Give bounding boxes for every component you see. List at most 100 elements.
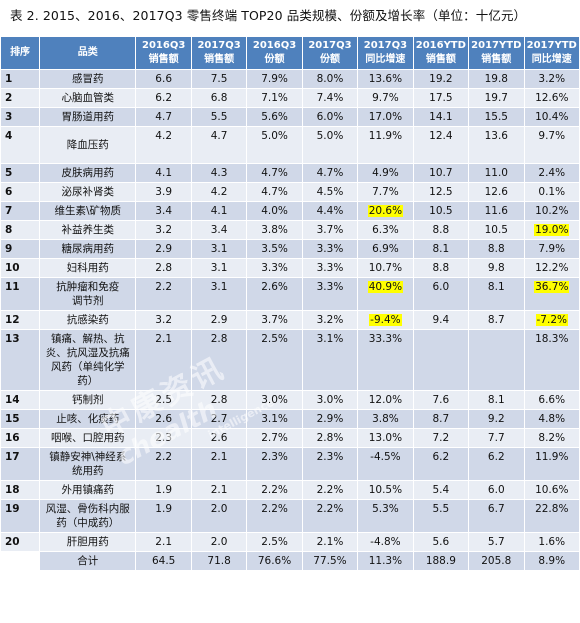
value-cell: 10.5: [412, 201, 470, 221]
value-cell: 6.0%: [301, 107, 359, 127]
rank-cell: 18: [0, 480, 41, 500]
value-cell: 6.2: [468, 447, 525, 481]
value-cell: 19.7: [468, 88, 525, 108]
rank-cell: 16: [0, 428, 41, 448]
value-cell: 3.0%: [301, 390, 359, 410]
value-cell: 11.0: [468, 163, 525, 183]
value-cell: 4.1: [190, 201, 248, 221]
value-cell: 3.1: [190, 277, 248, 311]
value-cell: 3.1: [190, 239, 248, 259]
total-value-cell: 64.5: [135, 551, 192, 571]
category-cell: 补益养生类: [39, 220, 137, 240]
value-cell: 4.7: [190, 126, 248, 164]
value-cell: 19.0%: [523, 220, 580, 240]
header-col-1: 2016Q3 销售额: [135, 36, 192, 70]
category-cell: 风湿、骨伤科内服 药（中成药）: [39, 499, 137, 533]
value-cell: 7.1%: [246, 88, 303, 108]
value-cell: 6.2: [135, 88, 192, 108]
value-cell: 2.0: [190, 532, 248, 552]
category-cell: 镇静安神\神经系 统用药: [39, 447, 137, 481]
value-cell: 2.8%: [301, 428, 359, 448]
value-cell: 7.9%: [523, 239, 580, 259]
category-cell: 皮肤病用药: [39, 163, 137, 183]
header-category: 品类: [39, 36, 137, 70]
value-cell: 7.7: [468, 428, 525, 448]
category-table: 排序 品类 2016Q3 销售额 2017Q3 销售额 2016Q3 份额 2017Q…: [0, 36, 580, 571]
value-cell: 8.0%: [301, 69, 359, 89]
table-row: 6 泌尿补肾类 3.9 4.2 4.7% 4.5% 7.7% 12.5 12.6 0.1%: [0, 182, 580, 202]
value-cell: -9.4%: [357, 310, 414, 330]
value-cell: 4.5%: [301, 182, 359, 202]
header-rank: 排序: [0, 36, 41, 70]
value-cell: 18.3%: [523, 329, 580, 391]
value-cell: 33.3%: [357, 329, 414, 391]
value-cell: 3.4: [190, 220, 248, 240]
value-cell: 20.6%: [357, 201, 414, 221]
value-cell: 6.3%: [357, 220, 414, 240]
value-cell: 6.6: [135, 69, 192, 89]
value-cell: 5.6%: [246, 107, 303, 127]
category-cell: 糖尿病用药: [39, 239, 137, 259]
category-cell: 外用镇痛药: [39, 480, 137, 500]
value-cell: 4.7%: [301, 163, 359, 183]
table-row: 2 心脑血管类 6.2 6.8 7.1% 7.4% 9.7% 17.5 19.7 12.6%: [0, 88, 580, 108]
table-row: 1 感冒药 6.6 7.5 7.9% 8.0% 13.6% 19.2 19.8 3.2%: [0, 69, 580, 89]
category-cell: 肝胆用药: [39, 532, 137, 552]
value-cell: 2.7%: [246, 428, 303, 448]
total-label: 合计: [39, 551, 137, 571]
value-cell: 17.0%: [357, 107, 414, 127]
category-cell: 感冒药: [39, 69, 137, 89]
value-cell: 8.8: [468, 239, 525, 259]
rank-cell: 15: [0, 409, 41, 429]
value-cell: 12.6: [468, 182, 525, 202]
total-value-cell: 188.9: [412, 551, 470, 571]
header-col-5: 2017Q3 同比增速: [357, 36, 414, 70]
value-cell: 13.6: [468, 126, 525, 164]
table-row: 11 抗肿瘤和免疫 调节剂 2.2 3.1 2.6% 3.3% 40.9% 6.0 8.1 36.7…: [0, 277, 580, 311]
value-cell: 6.0: [412, 277, 470, 311]
value-cell: 15.5: [468, 107, 525, 127]
rank-cell: 2: [0, 88, 41, 108]
value-cell: 9.7%: [357, 88, 414, 108]
header-col-7: 2017YTD 销售额: [468, 36, 525, 70]
category-cell: 咽喉、口腔用药: [39, 428, 137, 448]
value-cell: 4.7%: [246, 163, 303, 183]
value-cell: 8.7: [468, 310, 525, 330]
value-cell: 2.1: [190, 480, 248, 500]
value-cell: 2.0: [190, 499, 248, 533]
value-cell: 2.8: [190, 390, 248, 410]
table-row: 16 咽喉、口腔用药 2.3 2.6 2.7% 2.8% 13.0% 7.2 7.7 8.2%: [0, 428, 580, 448]
category-cell: 抗肿瘤和免疫 调节剂: [39, 277, 137, 311]
value-cell: 3.4: [135, 201, 192, 221]
value-cell: 2.8: [135, 258, 192, 278]
rank-cell: 13: [0, 329, 41, 391]
table-row: 18 外用镇痛药 1.9 2.1 2.2% 2.2% 10.5% 5.4 6.0 10.6%: [0, 480, 580, 500]
value-cell: 9.8: [468, 258, 525, 278]
value-cell: 5.0%: [246, 126, 303, 164]
table-row: 15 止咳、化痰药 2.6 2.7 3.1% 2.9% 3.8% 8.7 9.2 4.8%: [0, 409, 580, 429]
table-row: 7 维生素\矿物质 3.4 4.1 4.0% 4.4% 20.6% 10.5 11.6 10.2%: [0, 201, 580, 221]
value-cell: 3.7%: [246, 310, 303, 330]
value-cell: 6.0: [468, 480, 525, 500]
value-cell: 12.5: [412, 182, 470, 202]
value-cell: 14.1: [412, 107, 470, 127]
highlighted-value: -9.4%: [369, 314, 402, 326]
value-cell: 6.7: [468, 499, 525, 533]
value-cell: 2.5%: [246, 329, 303, 391]
value-cell: 36.7%: [523, 277, 580, 311]
value-cell: 2.2%: [246, 480, 303, 500]
value-cell: 6.2: [412, 447, 470, 481]
value-cell: 4.1: [135, 163, 192, 183]
value-cell: 2.1: [135, 329, 192, 391]
value-cell: 2.5%: [246, 532, 303, 552]
value-cell: 2.9: [190, 310, 248, 330]
total-value-cell: 76.6%: [246, 551, 303, 571]
value-cell: 10.4%: [523, 107, 580, 127]
value-cell: 1.9: [135, 480, 192, 500]
value-cell: 9.2: [468, 409, 525, 429]
category-cell: 止咳、化痰药: [39, 409, 137, 429]
value-cell: 2.6: [190, 428, 248, 448]
value-cell: 9.4: [412, 310, 470, 330]
rank-cell: 7: [0, 201, 41, 221]
highlighted-value: 19.0%: [534, 224, 570, 236]
